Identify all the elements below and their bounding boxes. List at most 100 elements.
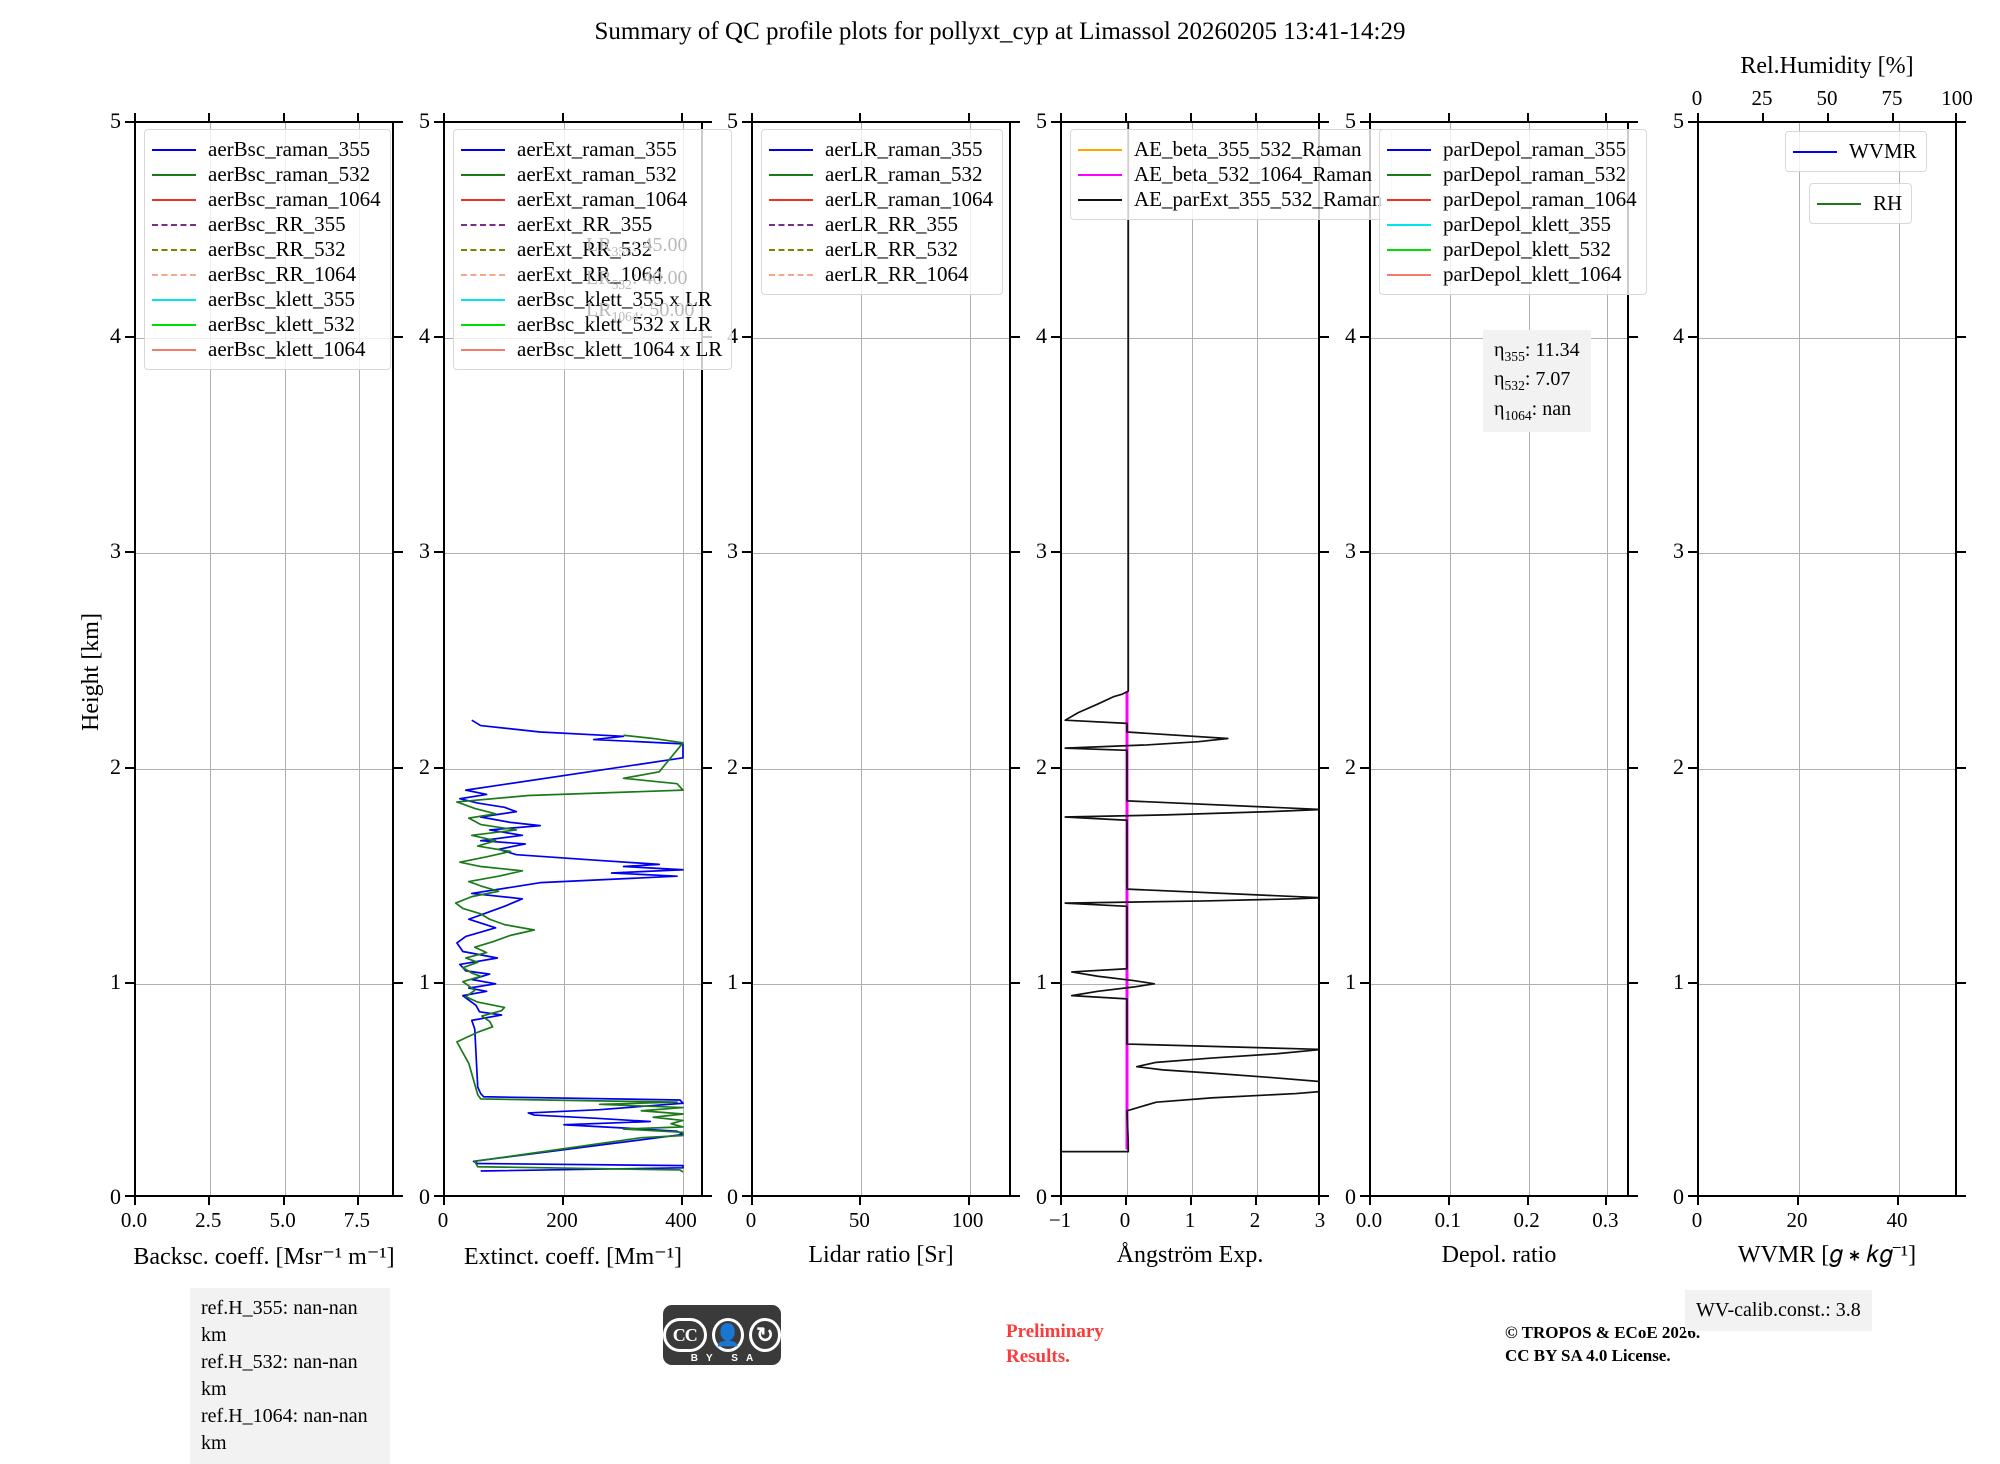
gridline-horizontal — [1371, 553, 1627, 555]
legend-item[interactable]: parDepol_klett_1064 — [1387, 262, 1637, 287]
legend-item[interactable]: aerExt_raman_1064 — [461, 187, 722, 212]
y-tick-right — [703, 981, 712, 984]
y-tick-label: 2 — [1673, 753, 1684, 779]
legend-item[interactable]: aerBsc_raman_355 — [152, 137, 381, 162]
y-tick-label: 5 — [1673, 108, 1684, 133]
legend-backscatter[interactable]: aerBsc_raman_355 aerBsc_raman_532 aerBsc_r… — [144, 129, 391, 370]
legend-item[interactable]: aerBsc_raman_532 — [152, 162, 381, 187]
legend-item-label: aerBsc_RR_355 — [208, 212, 346, 236]
legend-item[interactable]: WVMR — [1793, 139, 1917, 164]
legend-item-label: parDepol_raman_1064 — [1443, 187, 1637, 211]
legend-item[interactable]: aerExt_raman_355 — [461, 137, 722, 162]
legend-item[interactable]: parDepol_klett_532 — [1387, 237, 1637, 262]
y-tick-label: 0 — [1036, 1184, 1047, 1209]
plot-area-angstrom[interactable] — [1060, 121, 1320, 1197]
x-tick-bottom — [208, 1197, 211, 1205]
x-tick-bottom — [443, 1197, 445, 1205]
y-tick-left — [125, 551, 134, 554]
legend-line-swatch-icon — [769, 173, 813, 176]
legend-item[interactable]: aerBsc_klett_532 — [152, 312, 381, 337]
x-tick-label: 50 — [848, 1208, 870, 1232]
legend-item[interactable]: aerLR_RR_355 — [769, 212, 993, 237]
y-tick-left — [434, 336, 443, 339]
legend-line-swatch-icon — [1387, 248, 1431, 251]
legend-item[interactable]: aerBsc_RR_532 — [152, 237, 381, 262]
legend-item[interactable]: aerBsc_RR_1064 — [152, 262, 381, 287]
legend-line-swatch-icon — [1387, 173, 1431, 176]
legend-line-swatch-icon — [461, 173, 505, 176]
y-tick-label: 5 — [110, 108, 121, 133]
legend-item[interactable]: aerBsc_klett_532 x LR — [461, 312, 722, 337]
legend-item[interactable]: aerBsc_klett_355 x LR — [461, 287, 722, 312]
x-tick-top — [1369, 113, 1371, 121]
plot-area-lidar-ratio[interactable] — [751, 121, 1011, 1197]
y-tick-label: 3 — [110, 538, 121, 564]
y-tick-right — [1320, 1195, 1329, 1197]
y-tick-left — [125, 981, 134, 984]
preliminary-line-2: Results. — [1006, 1345, 1070, 1367]
y-tick-label: 5 — [419, 108, 430, 133]
gridline-horizontal — [753, 768, 1009, 770]
cc-license-badge[interactable]: CC 👤 ↻ BY SA — [663, 1305, 781, 1365]
legend-item-label: aerBsc_RR_1064 — [208, 262, 357, 286]
legend-line-swatch-icon — [1817, 202, 1861, 205]
gridline-vertical — [969, 123, 971, 1195]
legend-item[interactable]: aerBsc_RR_355 — [152, 212, 381, 237]
y-tick-right — [1011, 336, 1020, 339]
legend-angstrom[interactable]: AE_beta_355_532_Raman AE_beta_532_1064_Ra… — [1070, 129, 1393, 220]
y-tick-left — [1688, 336, 1697, 339]
legend-item[interactable]: aerLR_raman_532 — [769, 162, 993, 187]
legend-item[interactable]: parDepol_raman_532 — [1387, 162, 1637, 187]
plot-area-wvmr[interactable] — [1697, 121, 1957, 1197]
lr-symbol: LR1064: — [586, 299, 650, 325]
y-tick-label: 5 — [1036, 108, 1047, 133]
legend-rh[interactable]: RH — [1809, 183, 1913, 224]
y-tick-label: 1 — [1036, 968, 1047, 994]
gridline-horizontal — [136, 768, 392, 770]
legend-item[interactable]: parDepol_raman_1064 — [1387, 187, 1637, 212]
legend-item[interactable]: RH — [1817, 191, 1902, 216]
y-tick-label: 5 — [1345, 108, 1356, 133]
gridline-vertical — [1799, 123, 1800, 1195]
y-tick-right — [1320, 766, 1329, 769]
legend-depol-ratio[interactable]: parDepol_raman_355 parDepol_raman_532 parD… — [1379, 129, 1647, 295]
legend-item[interactable]: aerExt_RR_532 — [461, 237, 722, 262]
legend-item-label: aerExt_RR_355 — [517, 212, 653, 236]
legend-item[interactable]: aerBsc_klett_1064 x LR — [461, 337, 722, 362]
x-tick-top — [134, 113, 136, 121]
legend-item[interactable]: aerExt_RR_355 — [461, 212, 722, 237]
plot-area-depol-ratio[interactable] — [1369, 121, 1629, 1197]
y-tick-right — [1320, 121, 1329, 123]
legend-lidar-ratio[interactable]: aerLR_raman_355 aerLR_raman_532 aerLR_rama… — [761, 129, 1003, 295]
legend-wvmr[interactable]: WVMR — [1785, 131, 1927, 172]
x-tick-label: 0.2 — [1513, 1208, 1540, 1232]
y-tick-left — [742, 121, 751, 123]
y-tick-right — [394, 336, 403, 339]
legend-item-label: AE_parExt_355_532_Raman — [1134, 187, 1383, 211]
legend-item[interactable]: AE_beta_532_1064_Raman — [1078, 162, 1382, 187]
legend-item[interactable]: aerExt_raman_532 — [461, 162, 722, 187]
y-tick-right — [394, 766, 403, 769]
legend-item[interactable]: aerLR_raman_355 — [769, 137, 993, 162]
legend-item[interactable]: aerLR_RR_1064 — [769, 262, 993, 287]
y-tick-left — [1360, 336, 1369, 339]
legend-item[interactable]: aerLR_RR_532 — [769, 237, 993, 262]
legend-item[interactable]: aerLR_raman_1064 — [769, 187, 993, 212]
y-tick-right — [1011, 121, 1020, 123]
y-tick-left — [1688, 766, 1697, 769]
legend-line-swatch-icon — [152, 173, 196, 176]
legend-item[interactable]: aerBsc_raman_1064 — [152, 187, 381, 212]
legend-item[interactable]: aerBsc_klett_355 — [152, 287, 381, 312]
legend-item-label: aerBsc_klett_1064 — [208, 337, 366, 361]
legend-item[interactable]: aerBsc_klett_1064 — [152, 337, 381, 362]
x-tick-label-top: 75 — [1881, 86, 1903, 110]
legend-item[interactable]: AE_parExt_355_532_Raman — [1078, 187, 1382, 212]
x-tick-label: 0.0 — [1355, 1208, 1383, 1232]
legend-item[interactable]: parDepol_raman_355 — [1387, 137, 1637, 162]
legend-item[interactable]: parDepol_klett_355 — [1387, 212, 1637, 237]
y-tick-label: 1 — [110, 968, 121, 994]
legend-extinction[interactable]: aerExt_raman_355 aerExt_raman_532 aerExt_r… — [453, 129, 733, 370]
legend-item[interactable]: AE_beta_355_532_Raman — [1078, 137, 1382, 162]
legend-item[interactable]: aerExt_RR_1064 — [461, 262, 722, 287]
y-tick-label: 4 — [1036, 323, 1047, 349]
